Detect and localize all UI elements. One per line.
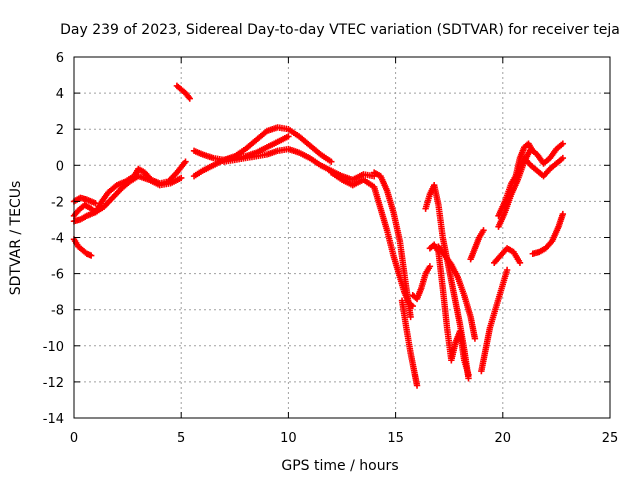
y-tick-label: -14 — [43, 412, 64, 427]
series-track-u — [512, 140, 537, 180]
series-track-k — [398, 297, 421, 389]
y-axis-label: SDTVAR / TECUs — [8, 181, 24, 296]
series-track-p — [467, 227, 487, 263]
x-tick-label: 0 — [70, 431, 78, 446]
x-tick-label: 25 — [602, 431, 619, 446]
axes: 0 5 10 15 20 25 -14 -12 -10 -8 -6 -4 -2 0 2 4 6 — [43, 51, 619, 446]
series-track-i — [328, 169, 416, 310]
x-tick-label: 20 — [495, 431, 512, 446]
y-tick-label: -6 — [51, 268, 64, 283]
data-point — [328, 158, 335, 165]
series-track-r — [491, 245, 524, 266]
x-tick-label: 5 — [177, 431, 185, 446]
series-track-j — [370, 169, 414, 321]
data-point — [465, 371, 472, 378]
series-track-a — [70, 158, 189, 220]
y-tick-label: 4 — [56, 87, 64, 102]
series-track-q — [478, 266, 511, 375]
data-point — [529, 147, 537, 155]
series-track-l — [409, 263, 434, 303]
series-track-h — [220, 145, 378, 183]
grid — [74, 57, 610, 418]
y-tick-label: -8 — [51, 304, 64, 319]
series-track-t — [495, 154, 567, 220]
data-point — [182, 158, 189, 165]
data-point — [516, 259, 524, 266]
data-point — [559, 154, 567, 162]
data-point — [471, 335, 479, 342]
data-point — [503, 266, 511, 274]
data-points — [70, 82, 567, 389]
series-track-e — [173, 82, 193, 102]
x-axis-label: GPS time / hours — [281, 458, 398, 474]
y-tick-label: 2 — [56, 123, 64, 138]
series-track-v — [529, 210, 567, 257]
data-point — [87, 252, 95, 259]
data-point — [559, 140, 567, 147]
series-track-d — [70, 236, 95, 259]
y-tick-label: 0 — [56, 159, 64, 174]
y-tick-label: -2 — [51, 195, 64, 210]
y-tick-label: 6 — [56, 51, 64, 66]
data-point — [426, 263, 434, 270]
data-point — [178, 174, 185, 182]
data-point — [285, 133, 292, 140]
series-track-s — [495, 140, 567, 230]
data-point — [92, 200, 99, 207]
y-tick-label: -4 — [51, 232, 64, 247]
series-track-n — [426, 241, 472, 378]
data-point — [559, 210, 567, 218]
x-tick-label: 15 — [387, 431, 404, 446]
chart-title: Day 239 of 2023, Sidereal Day-to-day VTE… — [60, 22, 620, 38]
data-point — [413, 382, 421, 389]
x-tick-label: 10 — [280, 431, 297, 446]
series-track-b — [70, 172, 185, 225]
series-track-o — [435, 243, 479, 342]
y-tick-label: -12 — [43, 376, 64, 391]
y-tick-label: -10 — [43, 340, 64, 355]
data-point — [186, 95, 193, 102]
data-point — [407, 313, 414, 321]
data-point — [480, 227, 487, 234]
